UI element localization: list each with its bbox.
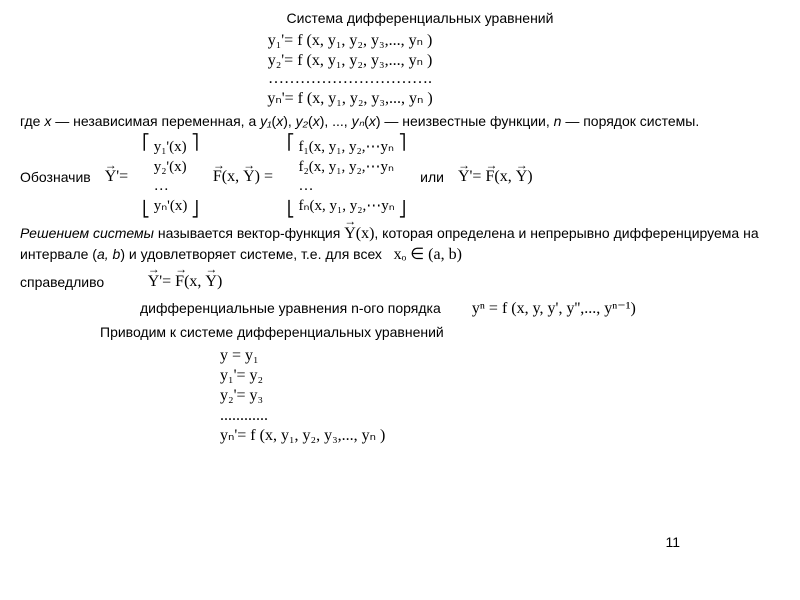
row: yₙ'(x)	[154, 197, 188, 217]
var-y2: y₂	[296, 113, 308, 129]
reduce-system: y = y₁ y₁'= y₂ y₂'= y₃ ............ yₙ'=…	[220, 346, 780, 446]
row: ............	[220, 406, 780, 426]
txt: ) и удовлетворяет системе, т.е. для всех	[120, 246, 382, 262]
page-number: 11	[665, 534, 680, 550]
nth-order-row: дифференциальные уравнения n-ого порядка…	[140, 299, 780, 320]
valid-row: справедливо Y'= F(x, Y)	[20, 272, 780, 293]
row: f₂(x, y₁, y₂,⋯yₙ	[299, 158, 395, 178]
sys-dots: ………………………….	[0, 70, 780, 88]
row: f₁(x, y₁, y₂,⋯yₙ	[299, 138, 395, 158]
row: …	[299, 177, 395, 197]
vec-equation: Y'= F(x, Y)	[458, 168, 533, 186]
where-clause: где x — независимая переменная, а y₁(x),…	[20, 112, 780, 130]
var-x: x	[313, 113, 320, 129]
row: y₂'(x)	[154, 158, 188, 178]
solution-def: Решением системы называется вектор-функц…	[20, 224, 780, 266]
row: yₙ'= f (x, y₁, y₂, y₃,..., yₙ )	[220, 426, 780, 446]
txt: где	[20, 113, 44, 129]
row: y₁'= y₂	[220, 366, 780, 386]
valid-label: справедливо	[20, 273, 104, 291]
var-y1: y₁	[260, 113, 271, 129]
nth-order-eq: yⁿ = f (x, y, y', y'',..., yⁿ⁻¹)	[472, 300, 636, 317]
vec-yx: Y	[344, 224, 356, 245]
solution-term: Решением системы	[20, 225, 154, 241]
txt: ) — неизвестные функции,	[376, 113, 554, 129]
reduce-label: Приводим к системе дифференциальных урав…	[100, 323, 780, 341]
x0-cond: xₒ ∈ (a, b)	[394, 246, 462, 263]
sys-eq1: y₁'= f (x, y₁, y₂, y₃,..., yₙ )	[0, 30, 780, 50]
sys-eqn: yₙ'= f (x, y₁, y₂, y₃,..., yₙ )	[0, 88, 780, 108]
row: y₁'(x)	[154, 138, 188, 158]
interval: a, b	[97, 246, 120, 262]
or-label: или	[420, 169, 444, 185]
row: y₂'= y₃	[220, 386, 780, 406]
F-matrix: f₁(x, y₁, y₂,⋯yₙ f₂(x, y₁, y₂,⋯yₙ … fₙ(x…	[287, 136, 406, 218]
row: …	[154, 177, 188, 197]
txt: называется вектор-функция	[154, 225, 344, 241]
sys-eq2: y₂'= f (x, y₁, y₂, y₃,..., yₙ )	[0, 50, 780, 70]
denote-label: Обозначив	[20, 169, 91, 185]
notation-row: Обозначив Y'= y₁'(x) y₂'(x) … yₙ'(x) F(x…	[20, 136, 780, 218]
page-title: Система дифференциальных уравнений	[60, 10, 780, 26]
F-lhs: F(x, Y) =	[213, 168, 273, 186]
var-x: x	[369, 113, 376, 129]
yprime-matrix: y₁'(x) y₂'(x) … yₙ'(x)	[142, 136, 199, 218]
system-equations: y₁'= f (x, y₁, y₂, y₃,..., yₙ ) y₂'= f (…	[0, 30, 780, 108]
txt: ),	[283, 113, 295, 129]
txt: — порядок системы.	[561, 113, 699, 129]
txt: — независимая переменная, а	[51, 113, 260, 129]
var-yn: yₙ	[352, 113, 365, 129]
txt: ), ...,	[320, 113, 352, 129]
yprime-lhs: Y'=	[105, 168, 128, 186]
row: y = y₁	[220, 346, 780, 366]
vec-equation-2: Y'= F(x, Y)	[148, 272, 223, 293]
nth-order-label: дифференциальные уравнения n-ого порядка	[140, 300, 441, 316]
